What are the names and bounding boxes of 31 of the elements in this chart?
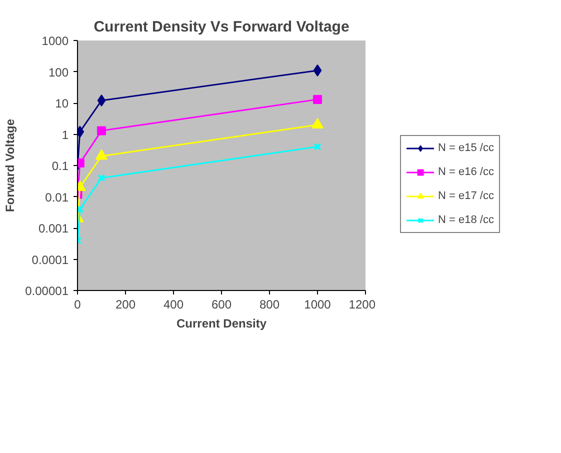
point bbox=[78, 158, 84, 168]
point bbox=[98, 174, 106, 182]
y-tick-label: 0.00001 bbox=[25, 284, 69, 298]
y-tick-label: 0.01 bbox=[45, 190, 69, 204]
y-tick-label: 1 bbox=[62, 128, 69, 142]
legend-label: N = e17 /cc bbox=[438, 190, 494, 202]
y-tick-label: 0.0001 bbox=[32, 252, 69, 267]
chart-title: Current Density Vs Forward Voltage bbox=[94, 18, 350, 36]
x-tick-label: 1200 bbox=[348, 298, 376, 312]
y-tick-label: 0.001 bbox=[38, 222, 69, 236]
x-tick-label: 800 bbox=[259, 298, 280, 312]
x-tick-label: 600 bbox=[211, 298, 232, 312]
x-tick-label: 1000 bbox=[304, 298, 332, 312]
point bbox=[314, 142, 322, 151]
point bbox=[78, 205, 84, 214]
y-tick-label: 0.1 bbox=[52, 159, 69, 173]
point bbox=[97, 126, 106, 136]
y-axis-title: Forward Voltage bbox=[3, 118, 18, 212]
x-axis-title: Current Density bbox=[176, 316, 267, 330]
y-tick-label: 100 bbox=[48, 65, 69, 80]
point bbox=[97, 94, 106, 107]
x-tick-label: 400 bbox=[163, 298, 184, 312]
point bbox=[313, 64, 322, 76]
legend-label: N = e16 /cc bbox=[438, 166, 494, 178]
x-tick-label: 200 bbox=[115, 298, 136, 312]
y-tick-label: 1000 bbox=[42, 34, 69, 48]
legend-label: N = e18 /cc bbox=[438, 214, 494, 226]
y-tick-label: 10 bbox=[55, 96, 69, 110]
point bbox=[313, 94, 322, 104]
x-tick-label: 0 bbox=[74, 298, 82, 312]
legend-label: N = e15 /cc bbox=[438, 142, 494, 154]
